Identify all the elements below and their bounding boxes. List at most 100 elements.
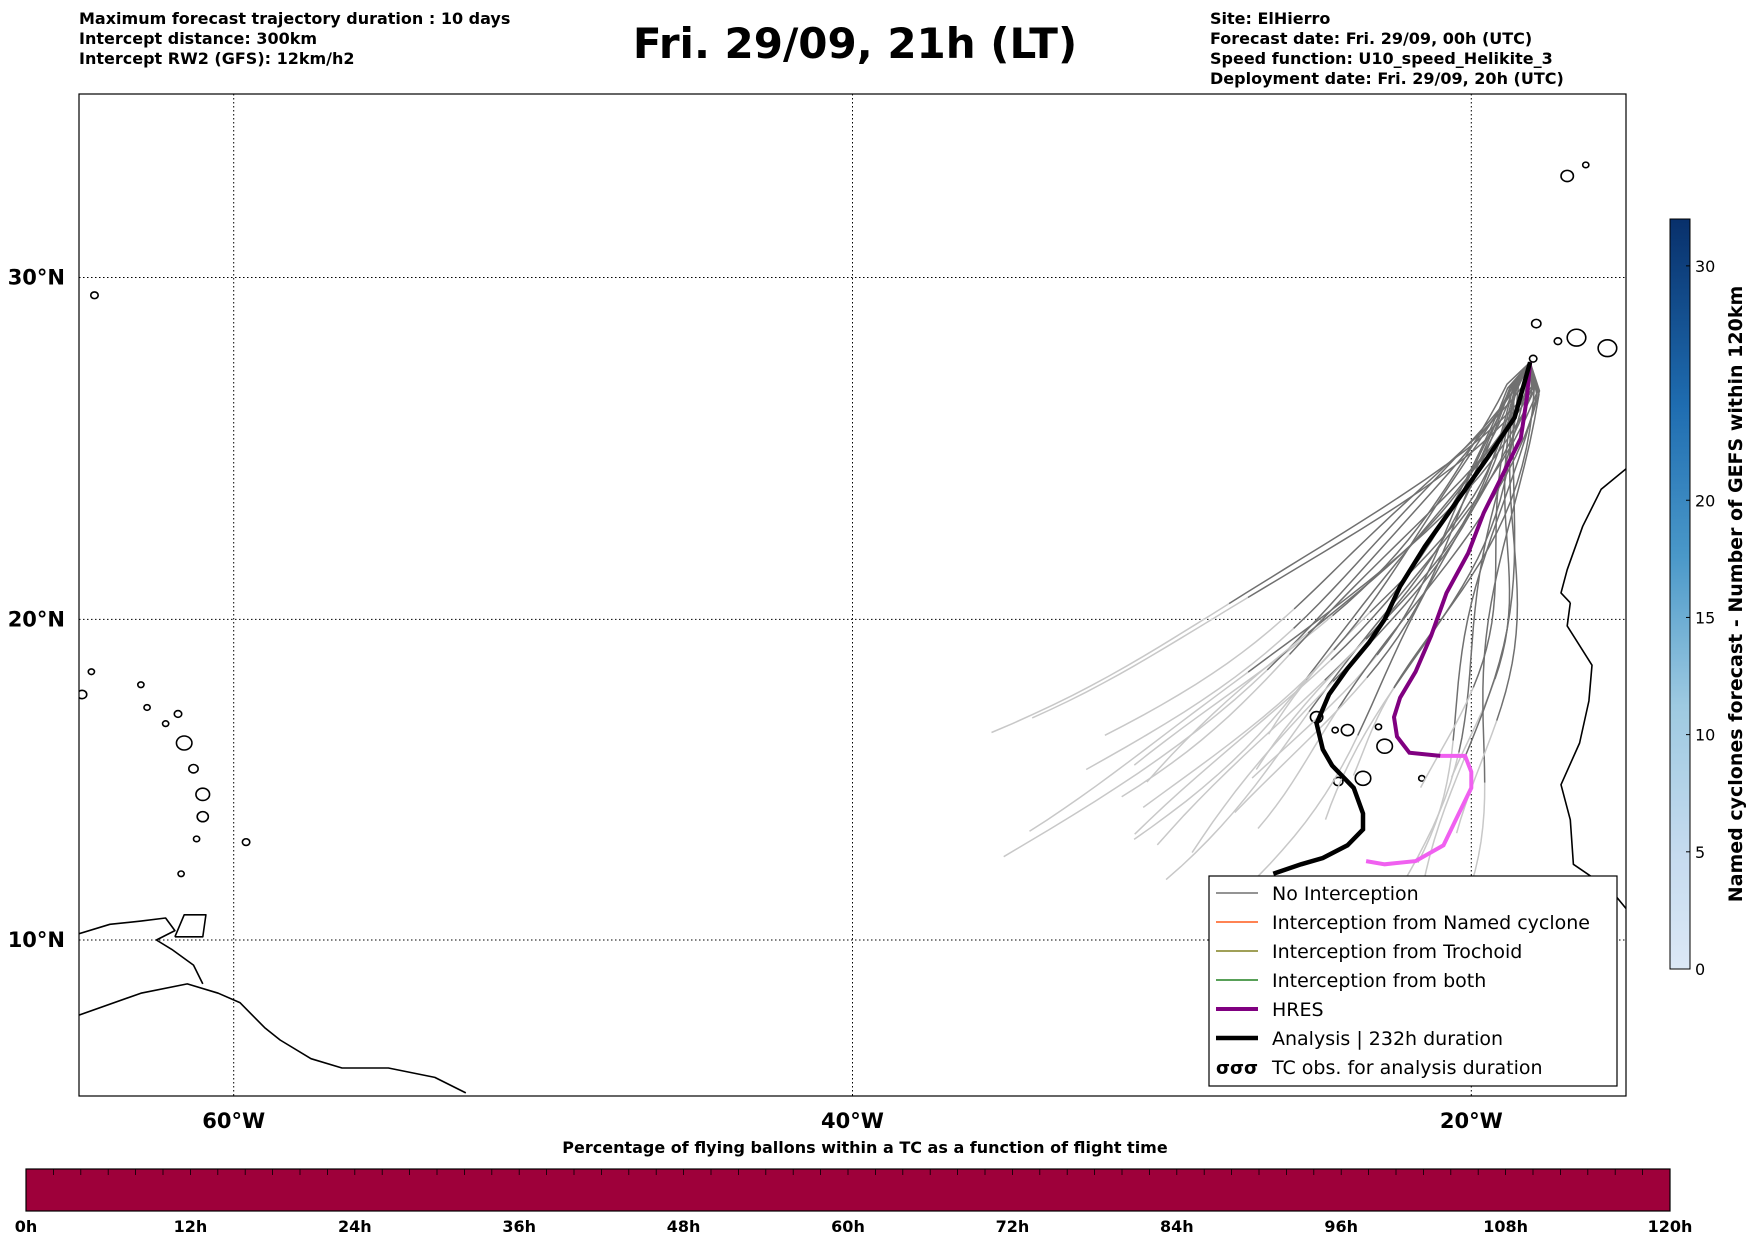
coastline <box>174 914 207 938</box>
ensemble-track <box>1393 362 1536 688</box>
ensemble-track <box>1366 361 1531 679</box>
flight-time-tick-label: 36h <box>502 1217 536 1236</box>
ensemble-track <box>1482 361 1540 783</box>
ensemble-track-late <box>1133 679 1307 841</box>
ensemble-track-late <box>1255 638 1367 770</box>
hres-track-late <box>1365 753 1474 867</box>
island <box>1331 726 1340 734</box>
flight-time-tick-label: 84h <box>1160 1217 1194 1236</box>
island <box>87 668 96 676</box>
island <box>195 787 211 802</box>
colorbar-tick-label: 5 <box>1695 843 1705 862</box>
ensemble-track-late <box>1134 659 1332 835</box>
island <box>136 681 145 689</box>
island <box>241 837 251 847</box>
flight-time-tick-label: 108h <box>1483 1217 1528 1236</box>
flight-time-tick-label: 48h <box>667 1217 701 1236</box>
coastline <box>79 917 204 985</box>
deployment-date-text: Deployment date: Fri. 29/09, 20h (UTC) <box>1210 69 1564 88</box>
island <box>192 835 201 843</box>
legend-entry: HRES <box>1272 999 1324 1021</box>
flight-time-tick-label: 60h <box>831 1217 865 1236</box>
island <box>1597 338 1618 358</box>
ensemble-track-late <box>1029 671 1249 832</box>
colorbar-tick-label: 20 <box>1695 491 1715 510</box>
ensemble-track-late <box>1352 686 1395 776</box>
island <box>1530 318 1542 329</box>
ensemble-track-late <box>1191 680 1334 854</box>
island <box>79 689 88 700</box>
flight-time-tick-label: 0h <box>15 1217 38 1236</box>
ensemble-track <box>1247 362 1537 599</box>
ensemble-track-late <box>1421 759 1465 888</box>
lat-tick-label: 20°N <box>8 607 65 631</box>
ensemble-track <box>1293 361 1531 629</box>
ensemble-track-late <box>1003 669 1268 858</box>
ensemble-track-late <box>1257 708 1339 829</box>
colorbar-tick-label: 30 <box>1695 257 1715 276</box>
ensemble-track <box>1357 362 1533 736</box>
flight-time-tick-label: 72h <box>996 1217 1030 1236</box>
ensemble-track <box>1337 361 1541 710</box>
legend-box <box>1208 875 1618 1087</box>
ensemble-track-late <box>1156 679 1326 846</box>
island <box>1566 328 1587 347</box>
flight-time-tick-label: 96h <box>1324 1217 1358 1236</box>
colorbar-flight-time: Percentage of flying ballons within a TC… <box>15 1138 1693 1236</box>
coastline <box>1560 468 1626 604</box>
legend-entry: TC obs. for analysis duration <box>1271 1057 1543 1079</box>
colorbar-label: Named cyclones forecast - Number of GEFS… <box>1725 286 1747 903</box>
flight-time-tick-label: 120h <box>1648 1217 1693 1236</box>
island <box>175 735 193 751</box>
lon-tick-label: 60°W <box>202 1109 265 1133</box>
ensemble-track-late <box>1324 687 1395 820</box>
island <box>177 870 186 878</box>
island <box>1374 723 1383 731</box>
latitude-labels: 30°N 20°N 10°N <box>8 265 65 952</box>
ensemble-track-late <box>1234 677 1368 814</box>
forecast-settings: Maximum forecast trajectory duration : 1… <box>79 9 510 69</box>
ensemble-track-late <box>1165 711 1310 881</box>
ensemble-track-late <box>1142 649 1335 809</box>
forecast-date-text: Forecast date: Fri. 29/09, 00h (UTC) <box>1210 29 1533 48</box>
island <box>1528 354 1538 363</box>
island <box>1581 161 1590 169</box>
tc-obs-symbol: σσσ <box>1216 1058 1258 1079</box>
ensemble-track-late <box>1455 720 1498 834</box>
legend-entry: Interception from Named cyclone <box>1272 912 1590 934</box>
ensemble-track-late <box>1085 627 1295 771</box>
longitude-labels: 60°W 40°W 20°W <box>202 1109 1502 1133</box>
coastline <box>79 983 467 1094</box>
flight-time-tick-label: 12h <box>174 1217 208 1236</box>
island <box>1340 723 1355 737</box>
ensemble-track-late <box>1417 740 1454 864</box>
intercept-rw2-text: Intercept RW2 (GFS): 12km/h2 <box>79 49 355 68</box>
colorbar-gradient <box>1669 218 1691 970</box>
colorbar-tick-label: 15 <box>1695 608 1715 627</box>
ensemble-track <box>1333 361 1531 651</box>
hres-track <box>1391 362 1533 758</box>
trajectories <box>991 361 1541 899</box>
island <box>196 810 210 823</box>
ensemble-track-late <box>1256 735 1359 878</box>
colorbar-bottom-bar <box>25 1168 1671 1212</box>
site-info: Site: ElHierro Forecast date: Fri. 29/09… <box>1210 9 1564 89</box>
ensemble-track <box>1463 361 1531 760</box>
ensemble-track-late <box>1419 687 1474 788</box>
max-duration-text: Maximum forecast trajectory duration : 1… <box>79 9 511 28</box>
colorbar-tick-label: 10 <box>1695 726 1715 745</box>
island <box>1376 738 1394 755</box>
legend: No Interception Interception from Named c… <box>1208 875 1618 1087</box>
ensemble-track-late <box>1104 608 1295 736</box>
speed-function-text: Speed function: U10_speed_Helikite_3 <box>1210 49 1553 68</box>
colorbar-tick-label: 0 <box>1695 960 1705 979</box>
island <box>1645 323 1670 345</box>
ensemble-track <box>1228 362 1535 605</box>
page-title: Fri. 29/09, 21h (LT) <box>632 19 1078 68</box>
island <box>1354 770 1372 787</box>
island <box>143 703 151 712</box>
lat-tick-label: 30°N <box>8 265 65 289</box>
ensemble-track <box>1452 362 1539 741</box>
lat-tick-label: 10°N <box>8 928 65 952</box>
